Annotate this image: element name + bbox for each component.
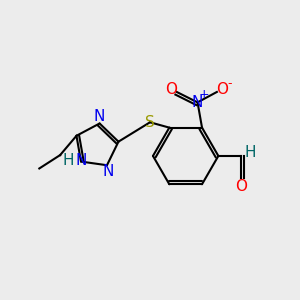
Text: S: S (145, 115, 155, 130)
Text: N: N (103, 164, 114, 179)
Text: H: H (244, 146, 256, 160)
Text: O: O (235, 179, 247, 194)
Text: O: O (216, 82, 228, 97)
Text: -: - (227, 77, 232, 90)
Text: N: N (75, 153, 87, 168)
Text: N: N (94, 110, 105, 124)
Text: H: H (63, 153, 74, 168)
Text: N: N (192, 95, 203, 110)
Text: +: + (199, 88, 209, 100)
Text: O: O (165, 82, 177, 97)
